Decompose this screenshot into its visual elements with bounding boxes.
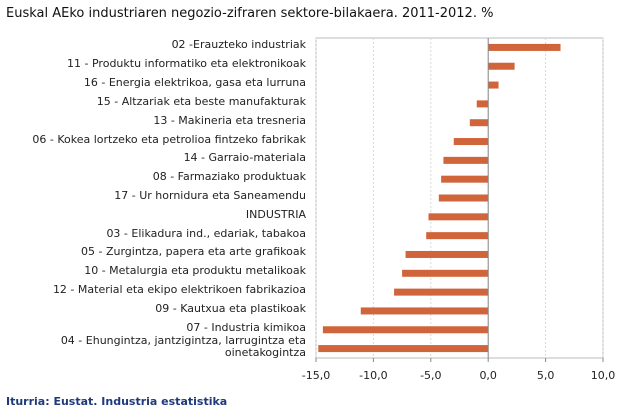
bar [488, 43, 561, 51]
bar [441, 175, 489, 183]
bar [402, 269, 489, 277]
y-tick-label: INDUSTRIA [245, 207, 306, 221]
bar [426, 232, 489, 240]
y-tick-label: 04 - Ehungintza, jantzigintza, larrugint… [60, 333, 306, 359]
x-tick-label: -10,0 [359, 369, 387, 382]
y-tick-label: 03 - Elikadura ind., edariak, tabakoa [106, 226, 306, 240]
y-tick-label: 17 - Ur hornidura eta Saneamendu [114, 189, 306, 202]
bar [476, 100, 489, 108]
bar [443, 156, 489, 164]
y-tick-label: 06 - Kokea lortzeko eta petrolioa fintze… [32, 132, 306, 146]
bar [360, 307, 489, 315]
y-tick-label: 11 - Produktu informatiko eta elektronik… [67, 57, 306, 71]
y-tick-label: 09 - Kautxua eta plastikoak [155, 301, 306, 315]
bar [322, 326, 489, 334]
y-tick-label: 05 - Zurgintza, papera eta arte grafikoa… [80, 245, 306, 259]
y-tick-label: 16 - Energia elektrikoa, gasa eta lurrun… [83, 76, 306, 90]
x-tick-label: -15,0 [302, 369, 330, 382]
bar [428, 213, 489, 221]
bar [318, 345, 489, 353]
y-tick-label: 08 - Farmaziako produktuak [152, 170, 306, 184]
x-tick-label: 0,0 [479, 369, 497, 382]
bar [405, 250, 489, 258]
y-tick-label: 07 - Industria kimikoa [186, 320, 306, 334]
y-tick-label: 12 - Material eta ekipo elektrikoen fabr… [52, 283, 306, 297]
source: Iturria: Eustat. Industria estatistika [6, 395, 228, 408]
y-tick-label: 14 - Garraio-materiala [183, 151, 306, 165]
bar [488, 62, 515, 70]
bar [469, 119, 489, 127]
y-tick-label: 02 -Erauzteko industriak [171, 38, 306, 52]
y-tick-label: 15 - Altzariak eta beste manufakturak [96, 94, 306, 108]
y-tick-label: 10 - Metalurgia eta produktu metalikoak [84, 264, 306, 278]
bar [394, 288, 489, 296]
x-tick-label: 5,0 [537, 369, 555, 382]
x-tick-label: 10,0 [591, 369, 616, 382]
chart-title: Euskal AEko industriaren negozio-zifrare… [6, 6, 494, 21]
bar [488, 81, 499, 89]
bar [438, 194, 489, 202]
x-tick-label: -5,0 [420, 369, 441, 382]
y-tick-label: 13 - Makineria eta tresneria [153, 113, 306, 127]
bar [453, 138, 489, 146]
